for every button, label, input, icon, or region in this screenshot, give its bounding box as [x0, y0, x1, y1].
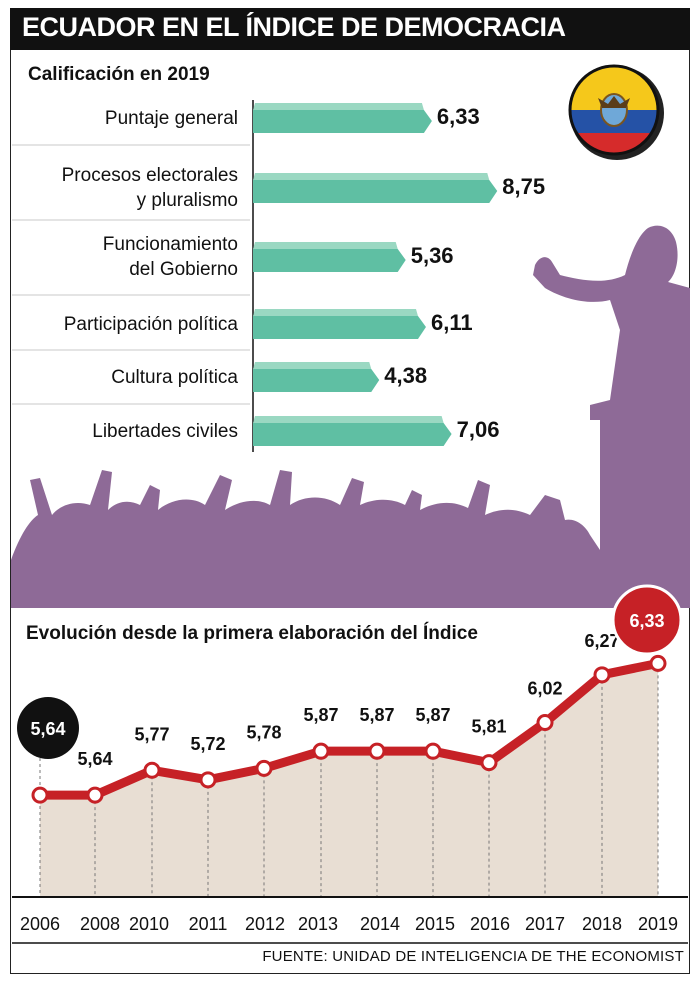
x-tick-label: 2012: [245, 914, 285, 934]
line-chart-title: Evolución desde la primera elaboración d…: [26, 623, 478, 644]
x-tick-label: 2006: [20, 914, 60, 934]
bar-category-line: Funcionamiento: [102, 234, 238, 255]
series-line: [40, 658, 659, 800]
x-tick-label: 2016: [470, 914, 510, 934]
bar-value-label: 5,36: [410, 243, 454, 268]
data-label: 6,27: [584, 631, 619, 651]
data-label: 5,87: [303, 705, 338, 725]
x-tick-label: 2017: [525, 914, 565, 934]
bar-category-label: Participación política: [10, 312, 238, 337]
bar-category-label: Cultura política: [10, 365, 238, 390]
bar-top-face: [253, 416, 444, 423]
data-label: 6,02: [527, 679, 562, 699]
bar-category-label: Puntaje general: [10, 106, 238, 131]
bar-chart: [12, 100, 498, 452]
bar-category-line: del Gobierno: [129, 259, 238, 280]
bar-top-face: [253, 173, 490, 180]
bar-6: [253, 416, 452, 446]
bar-category-line: Cultura política: [111, 366, 238, 388]
x-tick-label: 2018: [582, 914, 622, 934]
x-tick-label: 2008: [80, 914, 120, 934]
bar-chart-title: Calificación en 2019: [28, 64, 210, 85]
bar-category-label: Libertades civiles: [10, 419, 238, 444]
bar-front-face: [253, 110, 432, 133]
bar-top-face: [253, 309, 418, 316]
data-point: [312, 742, 330, 760]
bar-4: [253, 309, 426, 339]
speaker-silhouette: [533, 225, 690, 608]
start-value-bubble: [17, 697, 79, 759]
data-point: [255, 759, 273, 777]
bar-category-label: Procesos electorales y pluralismo: [10, 163, 238, 213]
flag-badge-ring: [568, 64, 660, 156]
end-value-bubble: [611, 584, 683, 656]
bar-category-line: Procesos electorales: [61, 165, 238, 186]
x-tick-label: 2015: [415, 914, 455, 934]
data-point: [86, 786, 104, 804]
x-tick-label: 2011: [189, 914, 228, 934]
data-point: [593, 666, 611, 684]
bar-3: [253, 242, 406, 272]
data-point: [424, 742, 442, 760]
x-tick-label: 2010: [129, 914, 169, 934]
data-point: [31, 786, 49, 804]
bar-value-label: 4,38: [384, 363, 428, 388]
data-point: [649, 654, 667, 672]
data-label: 5,87: [415, 705, 450, 725]
bar-value-label: 7,06: [456, 417, 500, 442]
bar-top-face: [253, 242, 398, 249]
bar-2: [253, 173, 498, 203]
bar-category-line: Participación política: [63, 313, 238, 335]
end-value-label: 6,33: [629, 611, 664, 631]
data-label: 5,81: [471, 717, 506, 737]
source-note: FUENTE: UNIDAD DE INTELIGENCIA DE THE EC…: [262, 948, 684, 965]
bar-top-face: [253, 362, 372, 369]
crowd-silhouette: [11, 470, 610, 608]
x-tick-label: 2013: [298, 914, 338, 934]
bar-category-line: Puntaje general: [104, 107, 238, 129]
line-area-fill: [40, 663, 658, 897]
data-label: 5,87: [359, 705, 394, 725]
bar-5: [253, 362, 380, 392]
data-point: [480, 754, 498, 772]
bar-value-label: 6,11: [430, 310, 473, 335]
bar-category-line: y pluralismo: [136, 190, 238, 211]
data-label: 5,78: [246, 722, 281, 742]
x-tick-label: 2019: [638, 914, 678, 934]
bar-value-label: 8,75: [502, 174, 546, 199]
data-point: [199, 771, 217, 789]
bar-category-label: Funcionamiento del Gobierno: [10, 232, 238, 282]
x-tick-label: 2014: [360, 914, 400, 934]
bar-front-face: [253, 180, 498, 203]
page-title: ECUADOR EN EL ÍNDICE DE DEMOCRACIA: [10, 8, 690, 50]
data-label: 5,72: [190, 734, 225, 754]
bar-front-face: [253, 249, 406, 272]
data-point: [143, 761, 161, 779]
bar-top-face: [253, 103, 424, 110]
bar-1: [253, 103, 432, 133]
data-point: [368, 742, 386, 760]
data-label: 5,64: [77, 749, 112, 769]
bar-front-face: [253, 423, 452, 446]
bar-category-line: Libertades civiles: [92, 420, 238, 442]
start-value-label: 5,64: [30, 719, 65, 739]
bar-value-label: 6,33: [436, 104, 480, 129]
data-label: 5,77: [134, 724, 169, 744]
data-point: [536, 714, 554, 732]
bar-front-face: [253, 316, 426, 339]
bar-front-face: [253, 369, 380, 392]
